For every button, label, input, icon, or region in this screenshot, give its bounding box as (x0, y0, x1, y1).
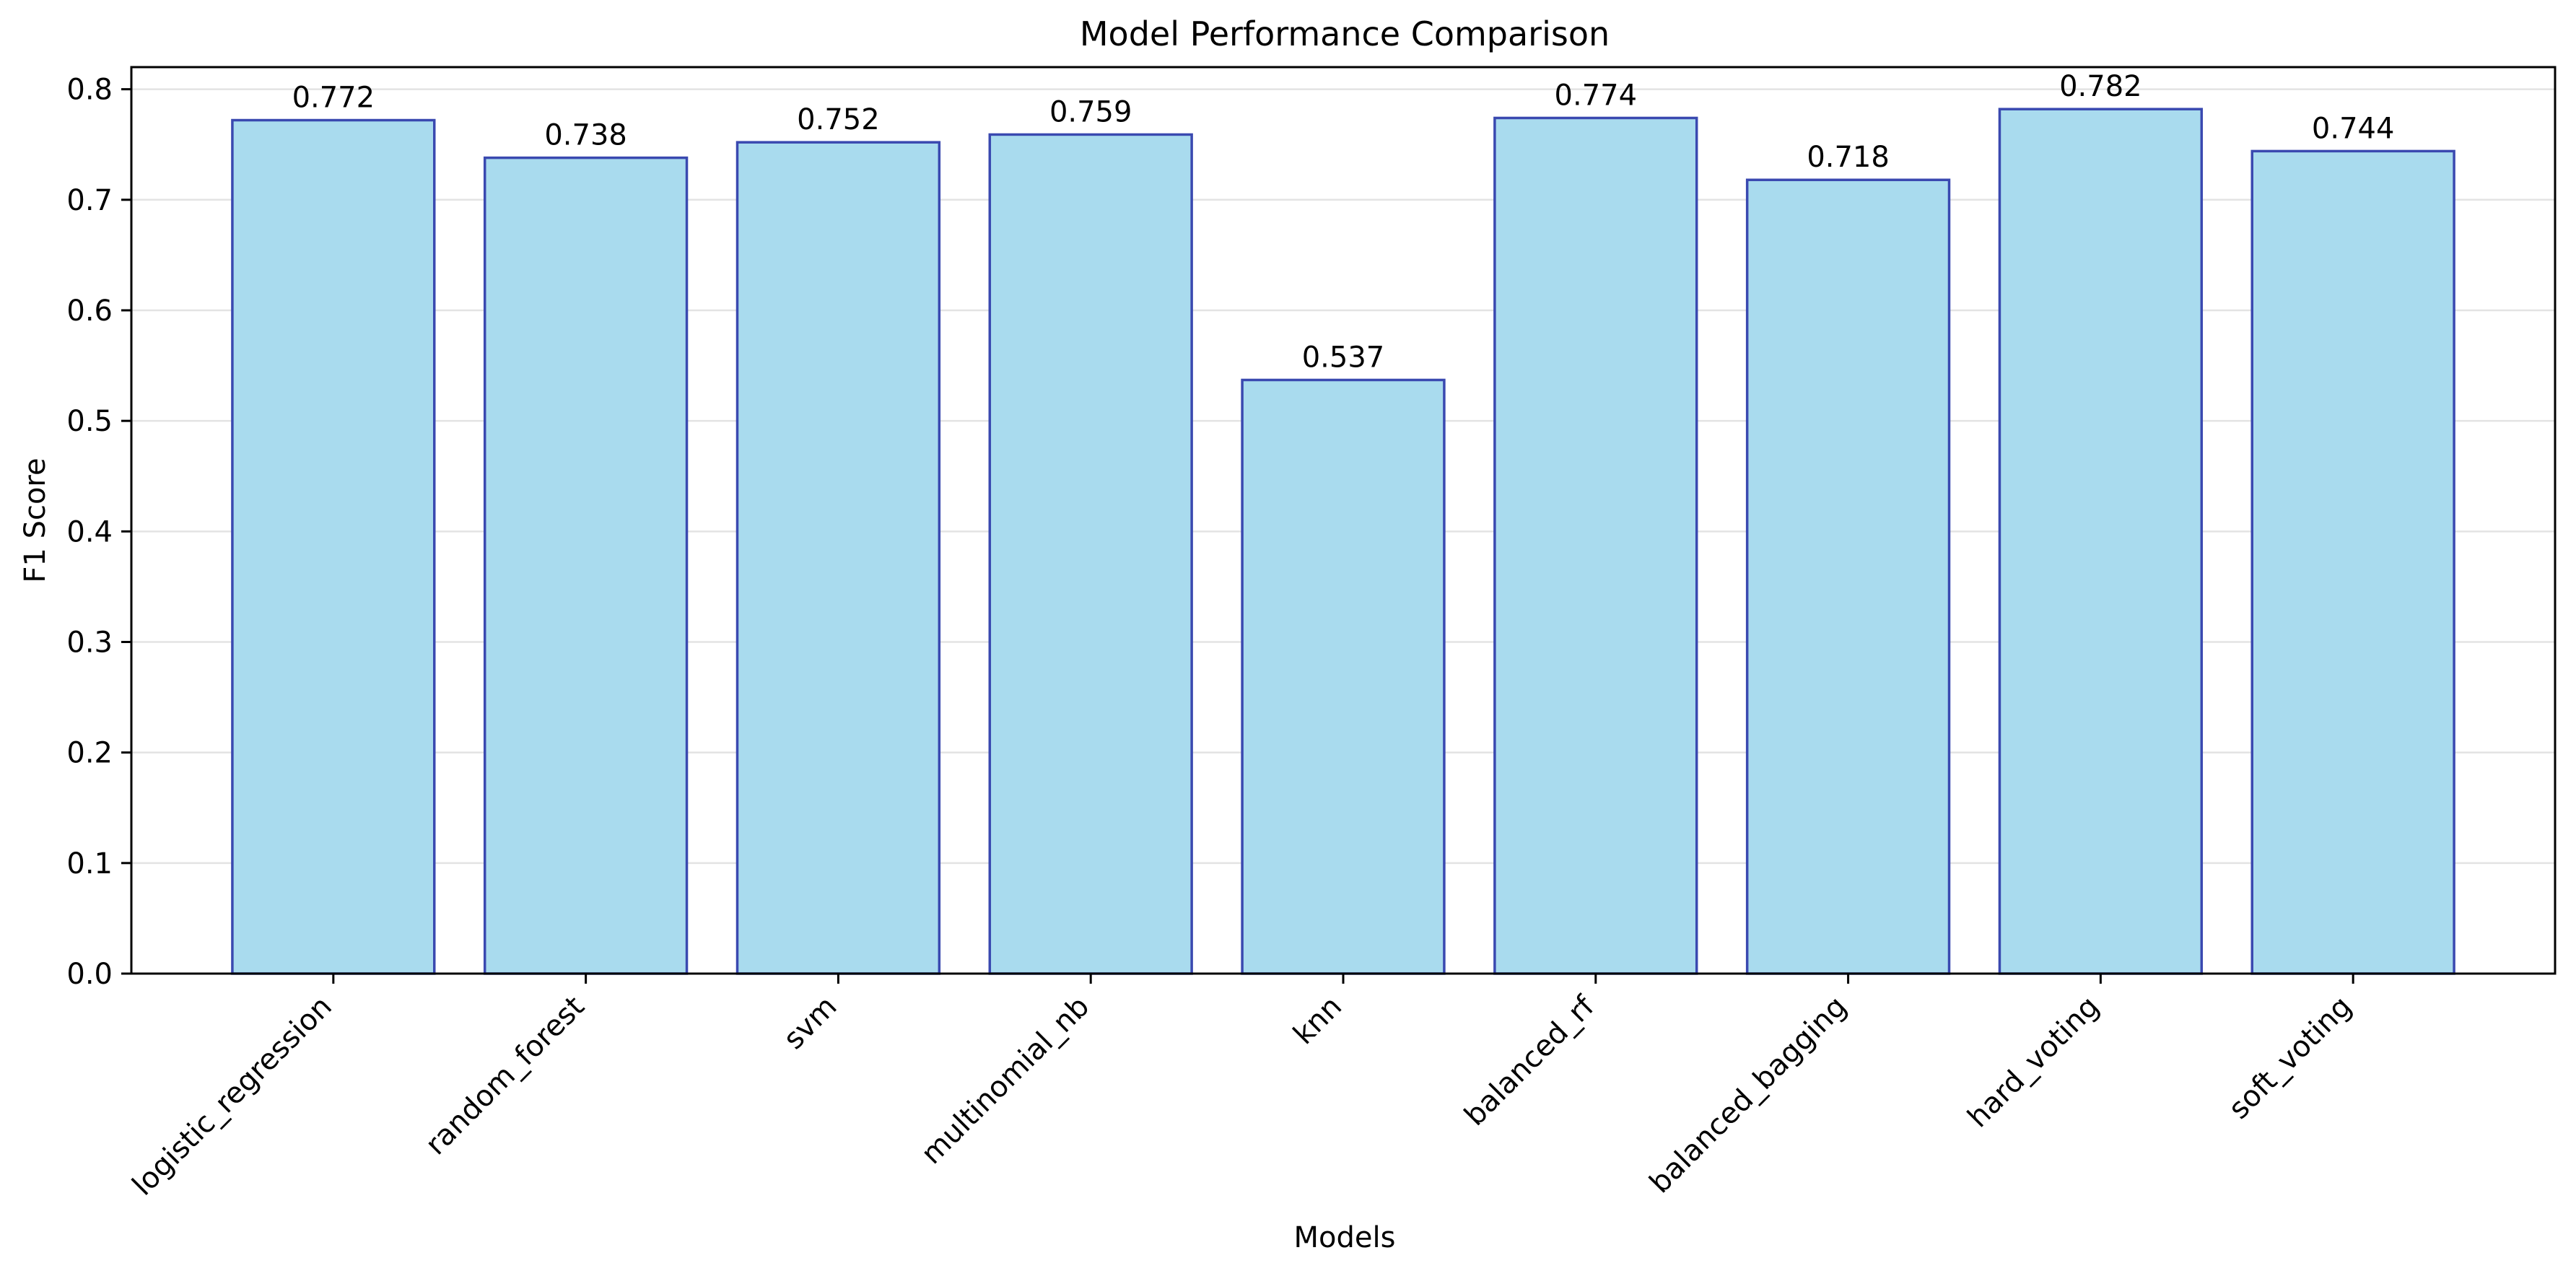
data-label: 0.772 (292, 82, 375, 115)
bar-multinomial-nb (988, 133, 1193, 975)
x-axis-label: Models (1294, 1221, 1396, 1254)
x-tick-label: svm (777, 990, 844, 1057)
bar-knn (1241, 378, 1446, 975)
data-label: 0.752 (797, 103, 880, 136)
data-label: 0.738 (544, 119, 627, 152)
data-labels: 0.772 0.738 0.752 0.759 0.537 0.774 0.718 0.782… (292, 70, 2395, 374)
data-label: 0.759 (1049, 95, 1132, 128)
bar-balanced-rf (1493, 116, 1698, 975)
y-tick-label: 0.2 (66, 737, 113, 770)
y-tick-label: 0.3 (66, 626, 113, 659)
y-tick-label: 0.5 (66, 405, 113, 438)
data-label: 0.744 (2312, 112, 2395, 145)
bar-random-forest (483, 156, 689, 975)
bar-balanced-bagging (1745, 178, 1951, 975)
data-label: 0.718 (1807, 141, 1890, 174)
bar-hard-voting (1998, 108, 2204, 975)
x-tick-label: random_forest (419, 990, 591, 1162)
y-axis-label: F1 Score (19, 458, 52, 582)
x-axis-ticks: logistic_regression random_forest svm multi… (126, 974, 2358, 1202)
x-tick-label: balanced_bagging (1643, 990, 1854, 1200)
bar-logistic-regression (231, 118, 436, 975)
y-tick-label: 0.7 (66, 184, 113, 217)
x-tick-label: logistic_regression (126, 990, 339, 1202)
x-tick-label: balanced_rf (1458, 989, 1601, 1132)
y-tick-label: 0.8 (66, 74, 113, 107)
bar-soft-voting (2250, 149, 2455, 975)
y-tick-label: 0.4 (66, 515, 113, 549)
chart-title: Model Performance Comparison (1080, 14, 1610, 53)
x-tick-label: multinomial_nb (915, 990, 1096, 1171)
data-label: 0.537 (1302, 341, 1385, 374)
x-tick-label: hard_voting (1962, 990, 2106, 1135)
bars (231, 108, 2455, 975)
y-tick-label: 0.1 (66, 847, 113, 880)
y-axis-ticks: 0.0 0.1 0.2 0.3 0.4 0.5 0.6 0.7 0.8 (66, 74, 131, 991)
y-tick-label: 0.0 (66, 958, 113, 991)
y-tick-label: 0.6 (66, 294, 113, 328)
bar-svm (735, 141, 941, 975)
plot-frame (130, 66, 2557, 975)
x-tick-label: knn (1287, 990, 1348, 1052)
x-tick-label: soft_voting (2222, 990, 2358, 1126)
data-label: 0.782 (2059, 70, 2142, 103)
data-label: 0.774 (1555, 79, 1638, 112)
